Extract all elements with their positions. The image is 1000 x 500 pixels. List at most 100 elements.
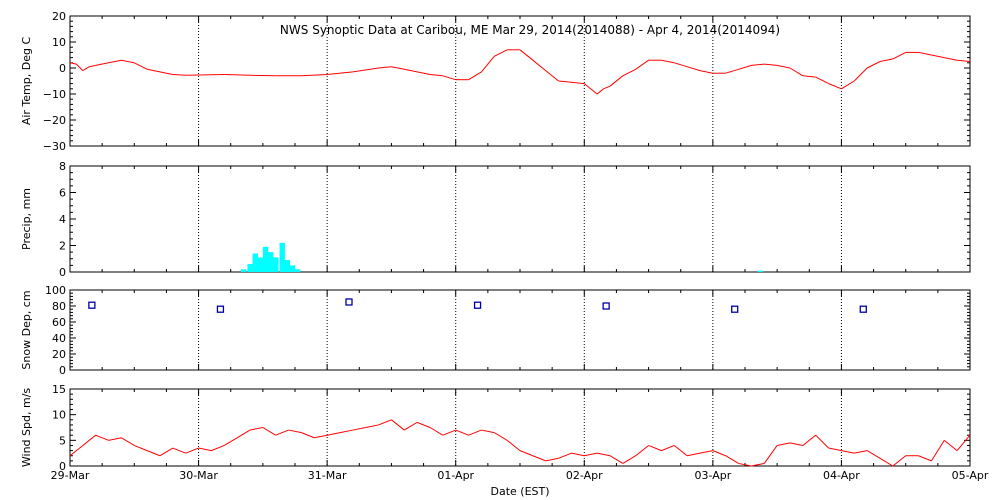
temp-line-segment xyxy=(166,72,173,75)
wind-line-segment xyxy=(763,445,778,464)
panel-snow: 100 80 60 40 20 0 Snow Dep, cm xyxy=(20,284,971,377)
y-tick-label: 8 xyxy=(59,160,66,173)
precip-bar xyxy=(757,270,764,272)
temp-line-segment xyxy=(442,75,456,81)
wind-line-segment xyxy=(892,455,907,467)
chart-title: NWS Synoptic Data at Caribou, ME Mar 29,… xyxy=(280,23,780,37)
snow-depth-point xyxy=(216,305,225,313)
temp-line-segment xyxy=(751,63,765,66)
wind-line-segment xyxy=(841,450,855,454)
temp-line-segment xyxy=(558,80,572,83)
y-tick-label: 60 xyxy=(52,316,66,329)
temp-line-segment xyxy=(494,49,508,57)
x-axis-label: Date (EST) xyxy=(490,485,549,498)
wind-line-segment xyxy=(159,447,174,457)
temp-line-segment xyxy=(404,68,418,73)
temp-line-segment xyxy=(481,55,495,73)
y-tick-label: 100 xyxy=(45,284,66,297)
temp-line-segment xyxy=(147,68,161,73)
wind-line-segment xyxy=(519,450,534,457)
panel-frame xyxy=(69,165,971,273)
wind-line-segment xyxy=(918,455,932,462)
wind-line-segment xyxy=(404,421,418,431)
wind-line-segment xyxy=(211,445,225,452)
wind-line-segment xyxy=(429,427,444,436)
precip-bar xyxy=(241,269,247,272)
temp-line-segment xyxy=(429,74,443,77)
wind-line-segment xyxy=(699,450,713,454)
wind-line-segment xyxy=(571,452,585,457)
wind-line-segment xyxy=(121,437,135,446)
wind-line-segment xyxy=(365,424,379,428)
temp-line-segment xyxy=(622,68,636,77)
wind-line-segment xyxy=(301,432,315,439)
precip-bar xyxy=(273,257,279,272)
panel-wind: 15 10 5 0 Wind Spd, m/s xyxy=(20,383,971,473)
temp-line-segment xyxy=(853,67,868,82)
panel-temp: 20 10 0 −10 −20 −30 Air Temp, Deg C xyxy=(20,10,971,153)
snow-depth-point xyxy=(859,305,867,313)
wind-line-segment xyxy=(108,437,122,441)
y-tick-label: 0 xyxy=(59,364,66,377)
snow-depth-point xyxy=(731,305,739,313)
wind-line-segment xyxy=(751,462,765,467)
y-tick-label: 0 xyxy=(59,62,66,75)
precip-bar xyxy=(252,253,258,272)
wind-line-segment xyxy=(442,429,456,436)
x-tick-label: 30-Mar xyxy=(179,469,218,482)
temp-line-segment xyxy=(866,61,881,69)
wind-line-segment xyxy=(391,419,405,431)
series-wind xyxy=(69,419,971,467)
precip-bar xyxy=(289,265,296,272)
temp-line-segment xyxy=(301,74,328,77)
temp-line-segment xyxy=(596,88,604,95)
wind-line-segment xyxy=(82,434,97,446)
x-tick-label: 05-Apr xyxy=(952,469,989,482)
wind-line-segment xyxy=(249,427,263,431)
wind-line-segment xyxy=(635,445,649,457)
temp-line-segment xyxy=(159,71,167,74)
y-axis-label-snow: Snow Dep, cm xyxy=(20,290,33,369)
wind-line-segment xyxy=(687,452,701,457)
temp-line-segment xyxy=(686,66,701,72)
wind-line-segment xyxy=(789,442,803,446)
y-tick-label: 5 xyxy=(59,434,66,447)
wind-line-segment xyxy=(468,429,482,436)
y-axis-label-wind: Wind Spd, m/s xyxy=(20,388,33,468)
temp-line-segment xyxy=(603,85,611,90)
temp-line-segment xyxy=(764,63,778,66)
precip-bar xyxy=(268,252,274,272)
snow-depth-point xyxy=(88,301,96,309)
temp-line-segment xyxy=(802,75,816,78)
y-tick-label: −10 xyxy=(43,88,66,101)
temp-line-segment xyxy=(957,59,971,62)
temp-line-segment xyxy=(583,83,598,95)
snow-depth-point xyxy=(473,301,482,309)
precip-bar xyxy=(247,264,253,272)
x-tick-label: 01-Apr xyxy=(437,469,474,482)
temp-line-segment xyxy=(571,81,585,85)
temp-line-segment xyxy=(674,62,688,68)
temp-line-segment xyxy=(931,54,945,59)
wind-line-segment xyxy=(725,455,739,464)
wind-line-segment xyxy=(584,452,598,457)
wind-line-segment xyxy=(95,434,109,441)
wind-line-segment xyxy=(494,432,508,441)
temp-line-segment xyxy=(892,51,906,60)
wind-line-segment xyxy=(854,450,868,454)
y-axis-label-temp: Air Temp, Deg C xyxy=(20,37,33,126)
wind-line-segment xyxy=(198,447,212,452)
wind-line-segment xyxy=(69,445,84,457)
wind-line-segment xyxy=(506,439,521,451)
temp-line-segment xyxy=(815,76,829,85)
wind-line-segment xyxy=(236,429,251,439)
y-tick-label: −20 xyxy=(43,114,66,127)
temp-line-segment xyxy=(82,66,90,72)
wind-line-segment xyxy=(661,445,675,452)
wind-line-segment xyxy=(275,429,289,436)
wind-line-segment xyxy=(815,434,829,449)
y-tick-label: 0 xyxy=(59,460,66,473)
wind-line-segment xyxy=(802,434,817,446)
temp-line-segment xyxy=(95,62,109,66)
x-tick-label: 29-Mar xyxy=(51,469,90,482)
